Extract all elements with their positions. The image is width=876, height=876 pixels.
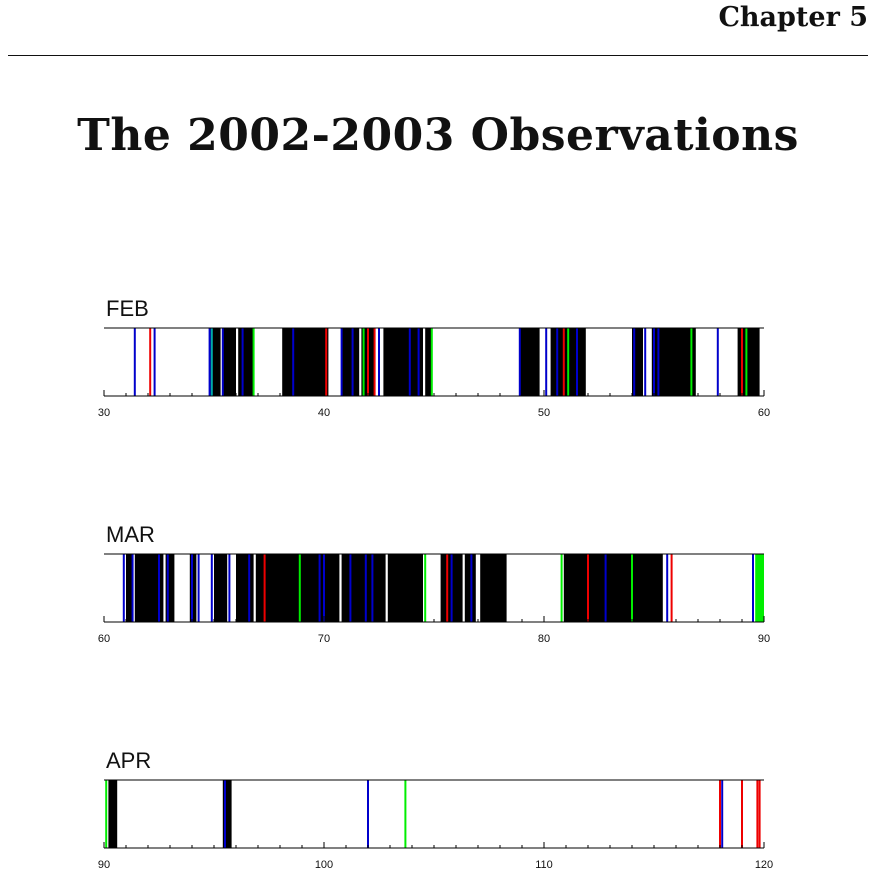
observation-block bbox=[425, 328, 432, 396]
observation-block bbox=[108, 780, 118, 848]
observation-block bbox=[165, 554, 175, 622]
tick-label: 40 bbox=[318, 407, 330, 419]
observation-block bbox=[632, 328, 643, 396]
observation-block bbox=[238, 328, 254, 396]
tick-label: 60 bbox=[758, 407, 770, 419]
observation-block bbox=[387, 554, 423, 622]
tick-label: 100 bbox=[315, 859, 333, 871]
panel-label-mar: MAR bbox=[106, 522, 155, 547]
tick-label: 120 bbox=[755, 859, 773, 871]
chapter-heading: Chapter 5 bbox=[718, 2, 868, 33]
observation-block bbox=[341, 328, 360, 396]
observation-block bbox=[563, 554, 663, 622]
observation-block bbox=[341, 554, 386, 622]
panel-label-apr: APR bbox=[106, 748, 151, 773]
tick-label: 30 bbox=[98, 407, 110, 419]
tick-label: 80 bbox=[538, 633, 550, 645]
observation-block bbox=[519, 328, 540, 396]
page-title: The 2002-2003 Observations bbox=[77, 110, 799, 161]
tick-label: 90 bbox=[98, 859, 110, 871]
observation-block bbox=[464, 554, 476, 622]
observation-block bbox=[480, 554, 507, 622]
observation-block bbox=[222, 328, 236, 396]
observation-block bbox=[189, 554, 197, 622]
observation-block bbox=[222, 780, 232, 848]
observation-block bbox=[737, 328, 760, 396]
panel-label-feb: FEB bbox=[106, 296, 149, 321]
tick-label: 50 bbox=[538, 407, 550, 419]
green-block bbox=[755, 554, 764, 622]
tick-label: 70 bbox=[318, 633, 330, 645]
tick-label: 60 bbox=[98, 633, 110, 645]
observation-block bbox=[214, 554, 228, 622]
observation-block bbox=[236, 554, 254, 622]
observation-block bbox=[209, 328, 221, 396]
observation-block bbox=[383, 328, 423, 396]
header-rule bbox=[8, 55, 868, 56]
tick-label: 90 bbox=[758, 633, 770, 645]
observation-block bbox=[282, 328, 329, 396]
observation-block bbox=[255, 554, 340, 622]
observation-block bbox=[126, 554, 133, 622]
tick-label: 110 bbox=[535, 859, 553, 871]
